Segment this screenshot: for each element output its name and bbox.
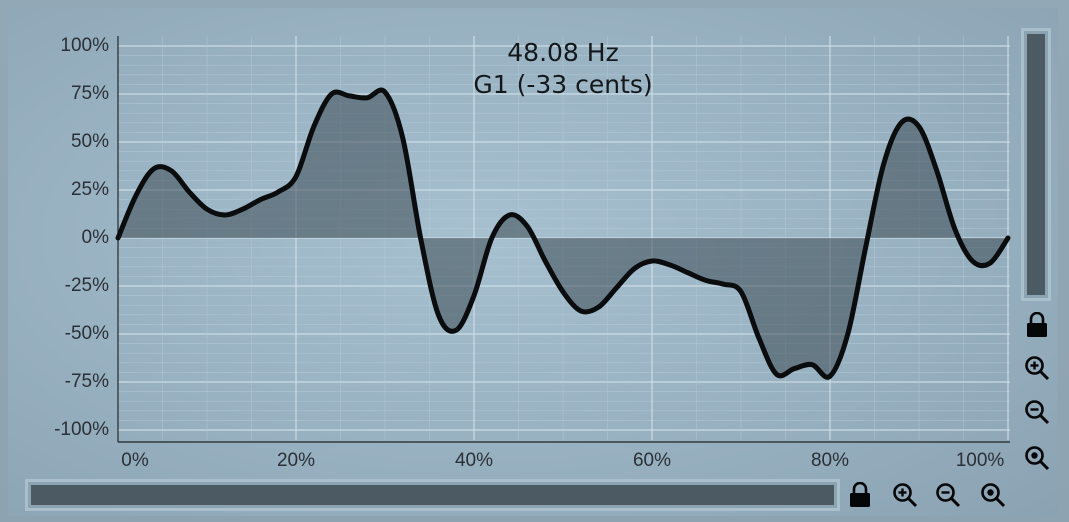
x-tick-label: 40%	[454, 450, 494, 471]
horizontal-zoom-out-button[interactable]	[934, 481, 962, 509]
horizontal-zoom-in-button[interactable]	[891, 481, 919, 509]
frequency-value: 48.08 Hz	[507, 38, 619, 67]
horizontal-lock-button[interactable]	[846, 481, 874, 509]
vertical-scrollbar[interactable]	[1021, 28, 1051, 301]
frequency-readout: 48.08 Hz G1 (-33 cents)	[413, 37, 713, 101]
y-tick-label: 100%	[60, 35, 109, 56]
lock-icon	[850, 482, 870, 507]
lock-icon	[1027, 312, 1047, 337]
x-tick-label: 20%	[276, 450, 316, 471]
x-tick-label: 100%	[955, 450, 1005, 471]
vertical-scroll-thumb[interactable]	[1027, 34, 1045, 295]
vertical-lock-button[interactable]	[1023, 311, 1051, 339]
waveform-curve[interactable]	[115, 87, 1011, 380]
y-tick-label: 0%	[81, 227, 109, 248]
horizontal-zoom-fit-button[interactable]	[979, 481, 1007, 509]
x-tick-label: 80%	[810, 450, 850, 471]
zoom-in-icon	[893, 483, 918, 508]
horizontal-scrollbar[interactable]	[25, 479, 840, 511]
zoom-fit-icon	[1025, 446, 1050, 471]
horizontal-scroll-thumb[interactable]	[31, 485, 834, 505]
oscillator-shape-panel	[8, 8, 1058, 516]
zoom-out-icon	[936, 483, 961, 508]
zoom-in-icon	[1025, 356, 1050, 381]
y-tick-label: -50%	[64, 323, 109, 344]
y-tick-label: -75%	[64, 371, 109, 392]
y-tick-label: 75%	[70, 83, 109, 104]
waveform-area	[118, 90, 1008, 378]
x-tick-label: 60%	[632, 450, 672, 471]
y-tick-label: 50%	[70, 131, 109, 152]
y-tick-label: -25%	[64, 275, 109, 296]
zoom-fit-icon	[981, 483, 1006, 508]
y-tick-label: -100%	[54, 419, 109, 440]
vertical-zoom-fit-button[interactable]	[1023, 444, 1051, 472]
zoom-out-icon	[1025, 400, 1050, 425]
vertical-zoom-out-button[interactable]	[1023, 398, 1051, 426]
y-tick-label: 25%	[70, 179, 109, 200]
note-value: G1 (-33 cents)	[473, 70, 653, 99]
x-tick-label: 0%	[121, 450, 149, 471]
vertical-zoom-in-button[interactable]	[1023, 354, 1051, 382]
